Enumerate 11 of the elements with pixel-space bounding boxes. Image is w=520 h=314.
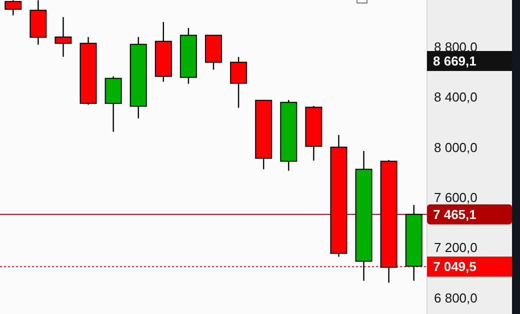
- y-tick-label: 8 400,0: [434, 90, 478, 105]
- y-tick-label: 6 800,0: [434, 290, 478, 306]
- candlestick: [4, 0, 22, 16]
- candlestick: [230, 56, 248, 108]
- y-tick-label: 7 200,0: [434, 240, 478, 256]
- text: 8 669,1: [433, 54, 476, 69]
- candlestick: [54, 16, 72, 58]
- y-tick-label: 7 600,0: [434, 190, 478, 205]
- ref-line-label: 7 049,5: [433, 259, 476, 274]
- ref-line-label: 7 465,1: [433, 206, 476, 222]
- y-tick-label: 8 000,0: [434, 140, 478, 155]
